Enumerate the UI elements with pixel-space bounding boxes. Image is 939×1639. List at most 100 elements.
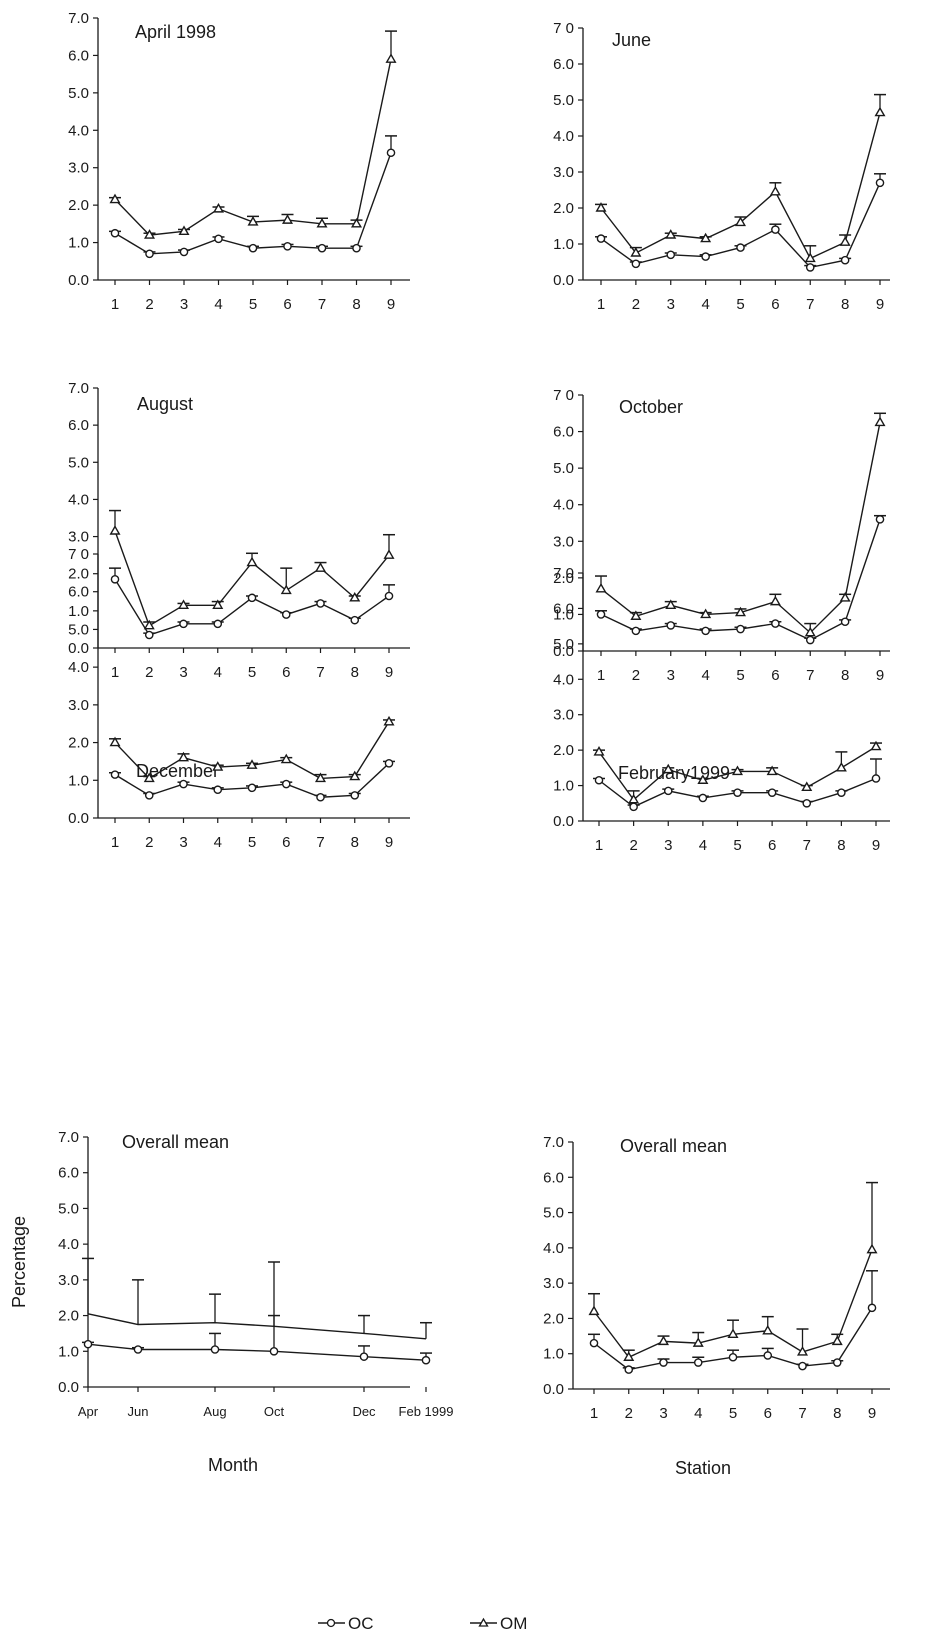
data-point-om <box>839 236 851 246</box>
y-tick-label: 6.0 <box>68 417 89 434</box>
chart-panels: 0.0 1.0 2.0 3.0 4.0 5.0 6.0 7.0 1 2 3 4 5 6 7 8 9 April 1… <box>9 10 890 1478</box>
data-point-om <box>109 736 121 747</box>
data-point-om <box>623 1351 635 1361</box>
y-tick-label: 2.0 <box>553 742 574 759</box>
data-point-oc <box>837 788 846 797</box>
series-line-oc <box>114 152 392 255</box>
data-point-oc <box>281 610 291 619</box>
legend-label-oc: OC <box>348 1614 374 1633</box>
data-point-oc <box>248 243 258 253</box>
data-point-oc <box>214 234 223 244</box>
data-point-oc <box>771 225 780 234</box>
y-tick-label: 7 0 <box>68 546 89 563</box>
x-axis-label: Month <box>208 1455 258 1475</box>
x-tick-label: 4 <box>214 296 222 313</box>
data-point-oc <box>875 178 885 188</box>
y-tick-label: 1.0 <box>58 1343 79 1360</box>
series-line-om <box>87 1313 427 1340</box>
y-tick-label: 2.0 <box>68 735 89 752</box>
y-tick-label: 4.0 <box>543 1240 564 1257</box>
data-point-om <box>593 746 605 756</box>
data-point-om <box>109 193 121 204</box>
data-point-om <box>628 793 640 804</box>
x-tick-label: 4 <box>701 296 709 313</box>
data-point-om <box>766 765 778 776</box>
data-point-om <box>831 1335 843 1346</box>
y-tick-label: 0.0 <box>58 1379 79 1396</box>
x-tick-label: 1 <box>597 296 605 313</box>
x-tick-label: 4 <box>214 834 222 851</box>
y-tick-label: 5.0 <box>68 621 89 638</box>
data-point-oc <box>663 786 673 796</box>
x-tick-label: 2 <box>632 667 640 684</box>
data-point-om <box>178 225 190 236</box>
data-point-oc <box>179 619 188 629</box>
x-tick-label: 7 <box>316 664 324 681</box>
data-point-oc <box>283 242 292 251</box>
data-point-om <box>212 599 224 609</box>
y-tick-label: 6.0 <box>553 56 574 73</box>
x-tick-label: 7 <box>316 834 324 851</box>
data-point-om <box>796 1346 809 1356</box>
x-tick-label: 3 <box>180 296 188 313</box>
data-point-om <box>630 610 642 620</box>
data-point-oc <box>110 228 120 238</box>
x-tick-label: 6 <box>282 664 290 681</box>
y-tick-label: 7.0 <box>543 1134 564 1151</box>
y-tick-label: 6.0 <box>543 1169 564 1186</box>
data-point-oc <box>316 792 325 802</box>
data-point-om <box>143 772 155 783</box>
data-point-oc <box>350 615 360 625</box>
data-point-om <box>588 1305 600 1316</box>
y-tick-label: 4.0 <box>68 122 89 139</box>
y-tick-label: 2.0 <box>553 200 574 217</box>
legend-item-oc: OC <box>318 1614 374 1633</box>
chart-panel-7: 0.0 1.0 2.0 3.0 4.0 5.0 6.0 7.0 Apr Jun Aug Oct Dec F… <box>9 1129 453 1475</box>
y-tick-label: 6.0 <box>553 424 574 441</box>
x-tick-label: 6 <box>282 834 290 851</box>
data-point-oc <box>210 1345 220 1354</box>
x-tick-label: 3 <box>667 296 675 313</box>
data-point-om <box>665 229 677 239</box>
x-tick-label: 5 <box>729 1405 737 1422</box>
x-tick-label: 9 <box>385 834 393 851</box>
y-tick-label: 0.0 <box>543 1381 564 1398</box>
legend-item-om: OM <box>470 1614 527 1633</box>
x-tick-label: 8 <box>833 1405 841 1422</box>
y-tick-label: 7.0 <box>58 1129 79 1146</box>
data-point-oc <box>728 1352 738 1362</box>
chart-panel-1: 0.0 1.0 2.0 3.0 4.0 5.0 6.0 7.0 1 2 3 4 5 6 7 8 9 April 1… <box>68 10 410 313</box>
x-tick-label: 9 <box>872 837 880 854</box>
data-point-oc <box>386 148 396 158</box>
x-tick-label: 3 <box>664 837 672 854</box>
data-point-oc <box>701 626 710 636</box>
panel-title: April 1998 <box>135 22 216 42</box>
series-line-om <box>593 1249 873 1359</box>
data-point-oc <box>247 783 257 793</box>
x-tick-label: 3 <box>179 664 187 681</box>
data-point-om <box>280 584 292 595</box>
y-tick-label: 0.0 <box>68 272 89 289</box>
x-tick-label: 9 <box>387 296 395 313</box>
y-tick-label: 0.0 <box>68 640 89 657</box>
x-tick-label: 6 <box>771 296 779 313</box>
panel-title: February1999 <box>618 763 730 783</box>
data-point-oc <box>145 249 154 259</box>
y-tick-label: 2.0 <box>543 1310 564 1327</box>
x-tick-label: 3 <box>179 834 187 851</box>
data-point-om <box>349 770 361 781</box>
data-point-oc <box>693 1358 703 1367</box>
x-tick-label: 1 <box>597 667 605 684</box>
data-point-oc <box>281 779 291 789</box>
data-point-om <box>177 599 190 609</box>
series-line-oc <box>600 519 881 641</box>
x-tick-label: 8 <box>841 667 849 684</box>
y-tick-label: 4.0 <box>68 659 89 676</box>
data-point-om <box>212 202 225 213</box>
data-point-om <box>734 216 747 227</box>
x-tick-label: 9 <box>385 664 393 681</box>
y-tick-label: 5.0 <box>553 636 574 653</box>
series-line-om <box>600 422 881 634</box>
y-tick-label: 7.0 <box>68 10 89 27</box>
data-point-om <box>866 1243 878 1254</box>
